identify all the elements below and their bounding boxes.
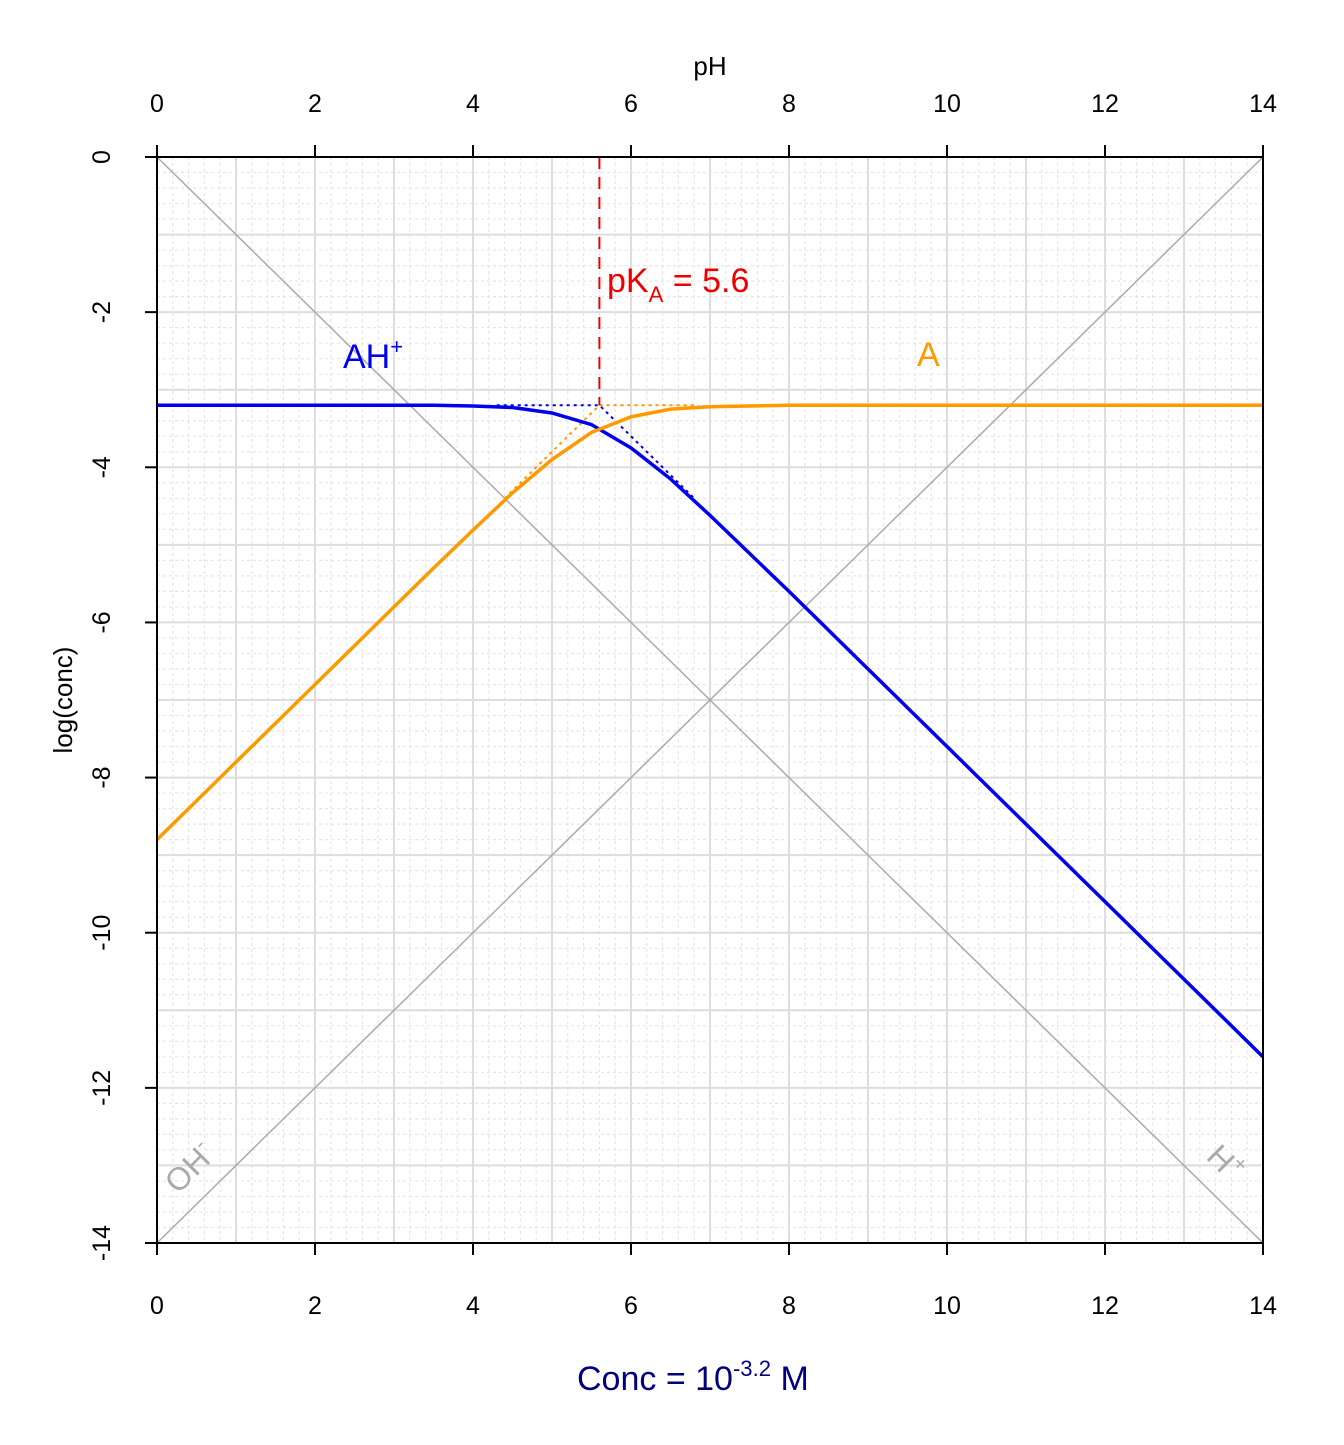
reference-line	[496, 404, 695, 500]
y-tick-label: -10	[88, 915, 116, 951]
y-tick-label: -8	[88, 766, 116, 788]
x-tick-label-top: 10	[933, 90, 961, 118]
line-series	[155, 403, 1263, 841]
y-tick-label: -2	[88, 301, 116, 323]
x-tick-label-top: 8	[782, 90, 796, 118]
x-tick-label-bottom: 0	[150, 1292, 164, 1320]
x-tick-label-top: 4	[466, 90, 480, 118]
x-axis-title-bottom: Conc = 10-3.2 M	[577, 1356, 809, 1398]
label-text: pK	[607, 262, 649, 300]
x-tick-label-top: 14	[1249, 90, 1277, 118]
reference-line	[156, 156, 1264, 1244]
annotation: pKA = 5.6	[607, 262, 749, 307]
x-tick-label-top: 6	[624, 90, 638, 118]
x-tick-label-bottom: 10	[933, 1292, 961, 1320]
x-tick-label-bottom: 6	[624, 1292, 638, 1320]
label-subscript: A	[649, 282, 664, 307]
y-tick-label: -14	[88, 1225, 116, 1261]
label-text: AH	[343, 338, 390, 376]
x-tick-label-top: 0	[150, 90, 164, 118]
x-axis-title-top: pH	[693, 51, 726, 81]
reference-line	[503, 404, 695, 500]
x-tick-label-top: 12	[1091, 90, 1119, 118]
annotation: A	[917, 336, 940, 374]
x-tick-label-bottom: 4	[466, 1292, 480, 1320]
x-tick-label-bottom: 12	[1091, 1292, 1119, 1320]
y-tick-label: 0	[88, 150, 116, 164]
y-tick-label: -4	[88, 456, 116, 478]
line-series	[157, 403, 1265, 1059]
label-text: Conc = 10	[577, 1360, 733, 1398]
label-text: M	[771, 1360, 809, 1398]
label-superscript: +	[390, 334, 403, 359]
plot-frame	[156, 156, 1264, 1244]
y-axis-title: log(conc)	[48, 647, 78, 754]
x-tick-label-top: 2	[308, 90, 322, 118]
x-tick-label-bottom: 14	[1249, 1292, 1277, 1320]
annotation: AH+	[343, 334, 403, 376]
label-superscript: -3.2	[733, 1356, 771, 1381]
x-tick-label-bottom: 8	[782, 1292, 796, 1320]
x-tick-label-bottom: 2	[308, 1292, 322, 1320]
y-tick-label: -6	[88, 611, 116, 633]
label-text: = 5.6	[663, 262, 749, 300]
label-text: A	[917, 336, 940, 374]
y-tick-label: -12	[88, 1070, 116, 1106]
